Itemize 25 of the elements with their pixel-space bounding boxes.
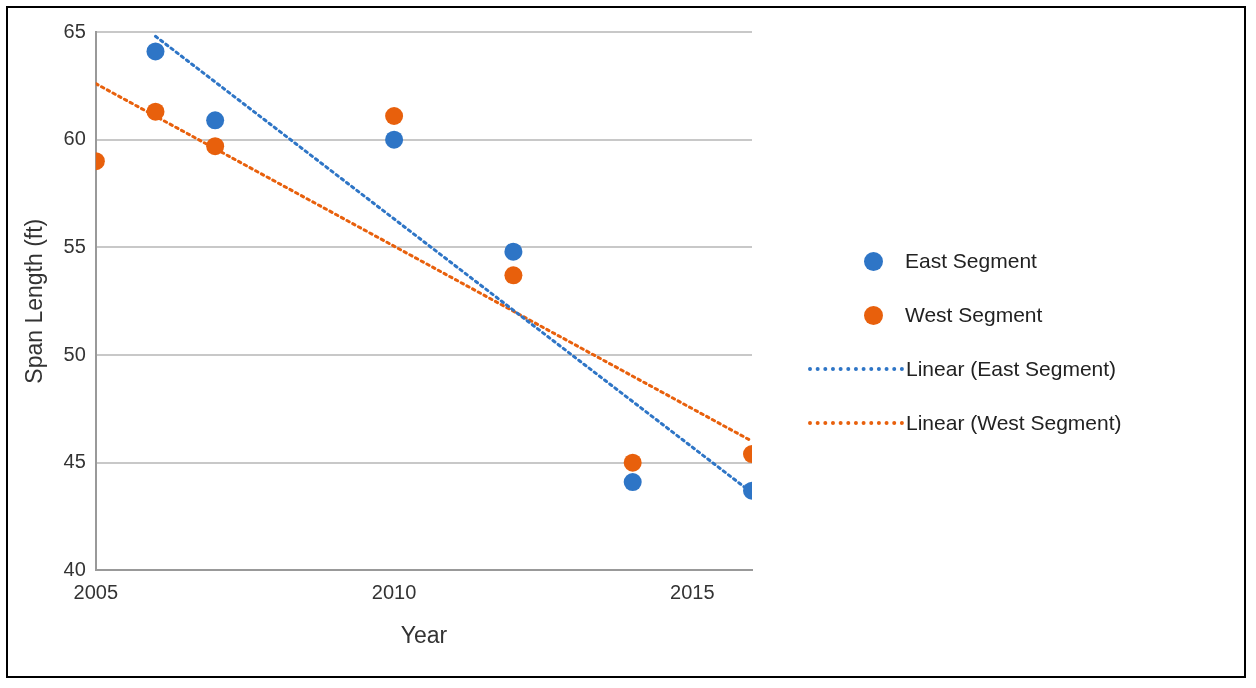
y-tick-label: 40	[63, 557, 86, 580]
legend-label: East Segment	[905, 249, 1037, 273]
y-tick-label: 45	[63, 450, 86, 473]
legend-label: Linear (East Segment)	[906, 357, 1117, 381]
legend-label: West Segment	[905, 303, 1043, 327]
point	[146, 102, 165, 121]
y-tick-label: 55	[63, 234, 86, 257]
y-axis-title: Span Length (ft)	[21, 218, 48, 384]
x-tick-label: 2015	[670, 580, 715, 603]
point	[385, 106, 404, 125]
point	[206, 111, 225, 130]
point	[504, 242, 523, 261]
point	[146, 42, 165, 61]
point	[385, 130, 404, 149]
x-axis-title: Year	[400, 621, 448, 648]
legend-label: Linear (West Segment)	[906, 411, 1122, 435]
point	[206, 137, 225, 156]
point	[623, 473, 642, 492]
x-tick-label: 2010	[371, 580, 417, 603]
y-tick-label: 50	[63, 342, 86, 365]
y-tick-label: 65	[63, 19, 86, 42]
point	[623, 453, 642, 472]
point	[504, 266, 523, 285]
y-tick-label: 60	[63, 127, 86, 150]
x-tick-label: 2005	[73, 580, 119, 603]
